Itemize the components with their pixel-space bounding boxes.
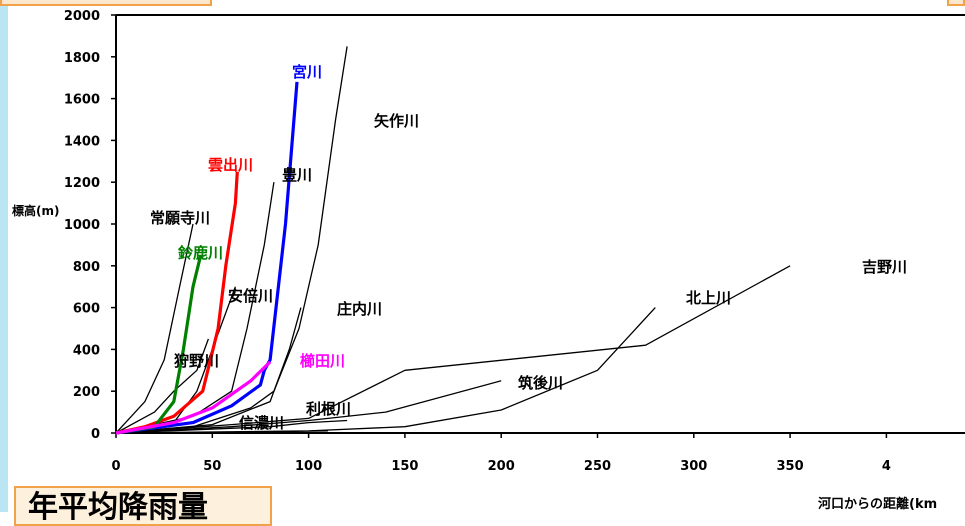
series-label-狩野川: 狩野川 xyxy=(174,352,219,370)
series-line-筑後川 xyxy=(115,380,502,434)
annual-rainfall-banner: 年平均降雨量 xyxy=(14,486,272,526)
series-label-筑後川: 筑後川 xyxy=(517,374,563,392)
left-decorative-strip xyxy=(0,0,8,512)
series-line-狩野川 xyxy=(115,338,210,434)
series-label-利根川: 利根川 xyxy=(306,400,351,418)
y-tick-label: 600 xyxy=(73,302,100,317)
y-axis-ticks: 0 200 400 600 800 1000 1200 1400 1600 1800 2000 xyxy=(64,9,116,442)
series-line-雲出川 xyxy=(115,171,239,435)
series-line-吉野川 xyxy=(115,265,791,434)
y-tick-label: 2000 xyxy=(64,9,100,24)
x-tick-label: 4 xyxy=(882,459,891,474)
y-tick-label: 1200 xyxy=(64,176,100,191)
plot-frame xyxy=(115,14,965,434)
x-tick-label: 300 xyxy=(680,459,707,474)
river-profile-chart: 0 200 400 600 800 1000 1200 1400 1600 1800 2000 0 5… xyxy=(12,9,965,512)
series-line-利根川 xyxy=(115,419,348,434)
series-label-豊川: 豊川 xyxy=(282,166,312,184)
series-label-安倍川: 安倍川 xyxy=(228,287,273,305)
series-line-櫛田川 xyxy=(115,360,272,435)
x-tick-label: 250 xyxy=(584,459,611,474)
x-tick-label: 0 xyxy=(111,459,120,474)
series-line-矢作川 xyxy=(115,46,348,434)
y-tick-label: 0 xyxy=(91,427,100,442)
series-label-吉野川: 吉野川 xyxy=(862,258,907,276)
y-tick-label: 1400 xyxy=(64,134,100,149)
x-axis-ticks: 0 50 100 150 200 250 300 350 4 xyxy=(111,433,891,474)
series-line-庄内川 xyxy=(115,307,302,434)
series-label-雲出川: 雲出川 xyxy=(208,156,253,174)
top-right-box-fragment xyxy=(947,0,965,6)
series-label-宮川: 宮川 xyxy=(292,63,322,81)
x-tick-label: 150 xyxy=(391,459,418,474)
y-tick-label: 200 xyxy=(73,385,100,400)
series-label-矢作川: 矢作川 xyxy=(374,112,419,130)
x-tick-label: 100 xyxy=(295,459,322,474)
series-label-信濃川: 信濃川 xyxy=(239,414,284,432)
series-label-鈴鹿川: 鈴鹿川 xyxy=(178,244,223,262)
y-axis-label: 標高(m) xyxy=(12,203,59,218)
series-line-信濃川 xyxy=(115,430,328,434)
x-tick-label: 200 xyxy=(488,459,515,474)
y-tick-label: 1000 xyxy=(64,218,100,233)
x-tick-label: 350 xyxy=(777,459,804,474)
series-label-常願寺川: 常願寺川 xyxy=(150,209,210,227)
series-lines xyxy=(115,46,791,435)
series-line-鈴鹿川 xyxy=(115,254,203,435)
y-tick-label: 400 xyxy=(73,343,100,358)
y-tick-label: 1600 xyxy=(64,93,100,108)
y-tick-label: 1800 xyxy=(64,51,100,66)
x-axis-label: 河口からの距離(km xyxy=(818,496,937,512)
series-label-北上川: 北上川 xyxy=(686,289,731,307)
y-tick-label: 800 xyxy=(73,260,100,275)
series-label-庄内川: 庄内川 xyxy=(337,300,382,318)
series-label-櫛田川: 櫛田川 xyxy=(300,352,345,370)
banner-text: 年平均降雨量 xyxy=(28,490,208,525)
top-left-box-fragment xyxy=(0,0,212,6)
series-line-常願寺川 xyxy=(115,223,194,434)
series-line-宮川 xyxy=(115,81,299,435)
x-tick-label: 50 xyxy=(203,459,221,474)
